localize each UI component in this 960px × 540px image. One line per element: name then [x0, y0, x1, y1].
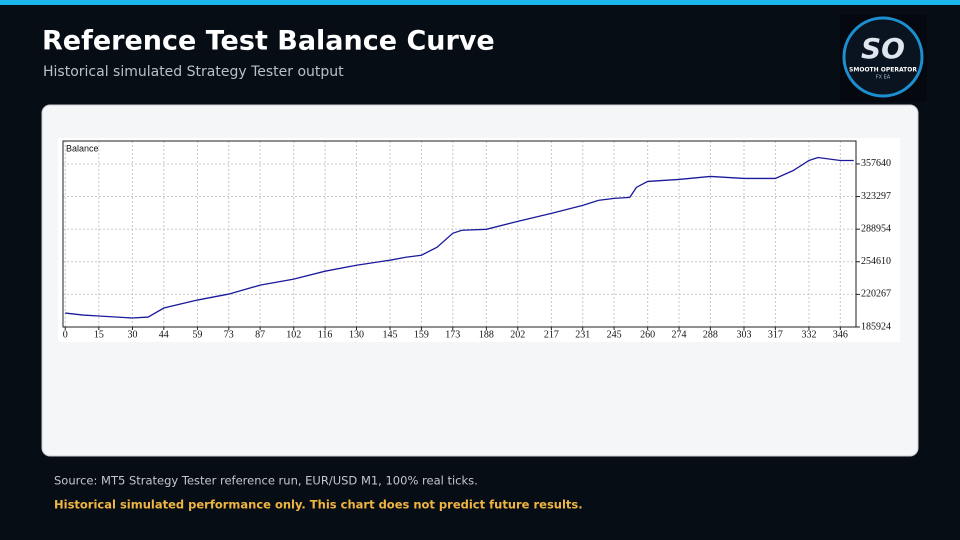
- top-bar: [0, 0, 960, 5]
- title: Reference Test Balance Curve: [42, 26, 495, 57]
- x-tick-label: 188: [479, 329, 494, 340]
- x-tick-label: 116: [318, 329, 333, 340]
- x-tick-label: 231: [575, 329, 590, 340]
- source-note: Source: MT5 Strategy Tester reference ru…: [54, 474, 478, 488]
- y-tick-label: 288954: [861, 223, 891, 234]
- x-tick-label: 288: [703, 329, 718, 340]
- x-tick-label: 332: [801, 329, 816, 340]
- y-tick-label: 323297: [861, 191, 891, 202]
- x-tick-label: 44: [159, 329, 169, 340]
- x-tick-label: 202: [510, 329, 525, 340]
- chart-area: [58, 138, 900, 342]
- legend-label: Balance: [66, 143, 99, 153]
- x-tick-label: 30: [127, 329, 137, 340]
- plot: 185924 220267 254610 288954 323297 357640 0 15 3…: [63, 141, 891, 340]
- x-tick-label: 159: [414, 329, 429, 340]
- balance-line: [65, 156, 854, 319]
- x-tick-label: 130: [349, 329, 364, 340]
- y-tick-label: 254610: [861, 256, 891, 267]
- x-tick-label: 317: [768, 329, 783, 340]
- logo-mark: SO: [861, 32, 905, 65]
- x-tick-label: 102: [286, 329, 301, 340]
- x-tick-label: 260: [640, 329, 655, 340]
- x-tick-label: 346: [833, 329, 848, 340]
- x-tick-label: 145: [383, 329, 398, 340]
- subtitle: Historical simulated Strategy Tester out…: [43, 64, 344, 80]
- x-tick-label: 245: [607, 329, 622, 340]
- logo-ring: [842, 16, 924, 98]
- x-tick-label: 217: [544, 329, 559, 340]
- x-tick-label: 0: [63, 329, 68, 340]
- y-tick-label: 357640: [861, 158, 891, 169]
- x-tick-label: 59: [192, 329, 202, 340]
- x-tick-label: 87: [255, 329, 265, 340]
- logo: SO SMOOTH OPERATOR FX EA: [840, 15, 927, 102]
- logo-name: SMOOTH OPERATOR: [849, 67, 917, 74]
- x-tick-label: 73: [224, 329, 234, 340]
- x-tick-label: 15: [94, 329, 104, 340]
- plot-frame: [62, 140, 857, 328]
- x-tick-label: 173: [445, 329, 460, 340]
- x-tick-label: 274: [672, 329, 687, 340]
- y-tick-label: 220267: [861, 289, 891, 300]
- y-tick-label: 185924: [861, 321, 891, 332]
- disclaimer: Historical simulated performance only. T…: [54, 498, 583, 512]
- x-tick-label: 303: [736, 329, 751, 340]
- logo-tag: FX EA: [876, 75, 891, 81]
